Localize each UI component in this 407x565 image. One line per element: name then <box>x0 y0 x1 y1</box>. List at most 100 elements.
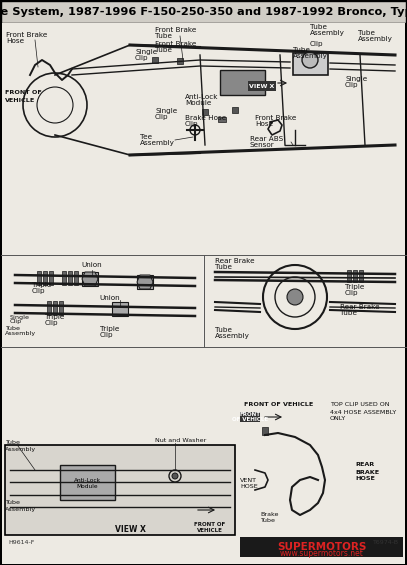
Bar <box>43 271 47 285</box>
Text: Tube: Tube <box>155 33 172 39</box>
Text: Rear Brake: Rear Brake <box>340 304 380 310</box>
Text: Brake: Brake <box>260 512 278 518</box>
Text: Clip: Clip <box>345 290 359 296</box>
Text: Triple: Triple <box>100 326 119 332</box>
Text: www.supermotors.net: www.supermotors.net <box>280 550 364 558</box>
Text: Anti-Lock: Anti-Lock <box>74 477 101 483</box>
Text: 4x4 HOSE ASSEMBLY: 4x4 HOSE ASSEMBLY <box>330 410 396 415</box>
Bar <box>177 58 183 64</box>
Text: T6974-B: T6974-B <box>373 541 399 545</box>
Text: Clip: Clip <box>185 121 199 127</box>
Bar <box>152 57 158 63</box>
Bar <box>49 271 53 285</box>
Text: Single: Single <box>135 49 157 55</box>
Circle shape <box>302 52 318 68</box>
Text: Tube: Tube <box>340 310 357 316</box>
Bar <box>353 270 357 282</box>
Text: Clip: Clip <box>32 288 46 294</box>
Bar <box>68 271 72 285</box>
Circle shape <box>287 289 303 305</box>
Text: FRONT OF VEHICLE: FRONT OF VEHICLE <box>244 402 313 407</box>
Text: REAR: REAR <box>355 463 374 467</box>
Text: Triple: Triple <box>32 282 51 288</box>
Text: Triple: Triple <box>45 314 64 320</box>
Text: Nut and Washer: Nut and Washer <box>155 437 206 442</box>
Text: FRONT
OF VEHICLE: FRONT OF VEHICLE <box>232 411 268 423</box>
Text: Tube: Tube <box>5 441 20 445</box>
Text: Hose: Hose <box>255 121 273 127</box>
Text: Assembly: Assembly <box>5 446 36 451</box>
Polygon shape <box>82 272 98 286</box>
Text: TOP CLIP USED ON: TOP CLIP USED ON <box>330 402 389 407</box>
Bar <box>59 301 63 315</box>
Text: Clip: Clip <box>100 332 114 338</box>
Text: Assembly: Assembly <box>310 30 345 36</box>
Text: Triple: Triple <box>345 284 364 290</box>
Text: Assembly: Assembly <box>293 53 328 59</box>
Text: Module: Module <box>76 484 98 489</box>
Text: Module: Module <box>185 100 211 106</box>
Text: VIEW X: VIEW X <box>249 84 275 89</box>
Bar <box>74 271 78 285</box>
Text: Tube: Tube <box>155 47 172 53</box>
Bar <box>293 53 328 75</box>
Text: Tube: Tube <box>310 24 327 30</box>
Bar <box>359 270 363 282</box>
Text: Assembly: Assembly <box>5 332 36 337</box>
Bar <box>248 81 276 91</box>
Text: HOSE: HOSE <box>355 476 375 481</box>
Bar <box>2 347 405 564</box>
Text: Rear Brake: Rear Brake <box>215 258 255 264</box>
Bar <box>2 23 405 255</box>
Text: H9614-F: H9614-F <box>8 541 34 545</box>
Text: SUPERMOTORS: SUPERMOTORS <box>277 542 367 552</box>
Bar <box>62 271 66 285</box>
Text: Assembly: Assembly <box>140 140 175 146</box>
Text: Tube: Tube <box>260 519 275 524</box>
Text: ONLY: ONLY <box>330 416 346 421</box>
Text: Tube: Tube <box>215 327 232 333</box>
Text: Tube: Tube <box>5 327 20 332</box>
Text: Hose: Hose <box>6 38 24 44</box>
Text: FRONT OF: FRONT OF <box>195 523 225 528</box>
Text: Clip: Clip <box>45 320 59 326</box>
Circle shape <box>172 473 178 479</box>
Text: Clip: Clip <box>135 55 149 61</box>
Bar <box>5 445 235 535</box>
Text: Clip: Clip <box>10 319 22 324</box>
Text: VEHICLE: VEHICLE <box>197 528 223 533</box>
Text: Union: Union <box>100 295 120 301</box>
Text: Front Brake: Front Brake <box>6 32 47 38</box>
Text: Single: Single <box>155 108 177 114</box>
Text: VEHICLE: VEHICLE <box>5 98 35 102</box>
Text: Tube: Tube <box>358 30 375 36</box>
Bar <box>240 537 403 557</box>
Text: Clip: Clip <box>155 114 168 120</box>
Bar <box>347 270 351 282</box>
Text: Front Brake: Front Brake <box>255 115 296 121</box>
Text: Front Brake: Front Brake <box>155 27 196 33</box>
Text: Sensor: Sensor <box>250 142 275 148</box>
Bar <box>218 117 226 122</box>
Bar <box>2 255 203 347</box>
Text: Tee: Tee <box>140 134 152 140</box>
Text: Brake System, 1987-1996 F-150-250-350 and 1987-1992 Bronco, Typical: Brake System, 1987-1996 F-150-250-350 an… <box>0 7 407 17</box>
Polygon shape <box>137 275 153 289</box>
Text: Single: Single <box>10 315 30 319</box>
Bar <box>262 427 268 435</box>
Text: Tube: Tube <box>215 264 232 270</box>
Text: Brake Hose: Brake Hose <box>185 115 226 121</box>
Text: Union: Union <box>82 262 102 268</box>
Text: Clip: Clip <box>345 82 359 88</box>
Text: Single: Single <box>345 76 367 82</box>
Text: Assembly: Assembly <box>5 506 36 511</box>
Text: Clip: Clip <box>310 41 324 47</box>
Bar <box>232 107 238 113</box>
Bar <box>82 272 98 286</box>
Bar <box>137 275 153 289</box>
Text: Anti-Lock: Anti-Lock <box>185 94 219 100</box>
Text: BRAKE: BRAKE <box>355 470 379 475</box>
Text: HOSE: HOSE <box>240 484 258 489</box>
Text: Front Brake: Front Brake <box>155 41 196 47</box>
Bar <box>204 255 405 347</box>
